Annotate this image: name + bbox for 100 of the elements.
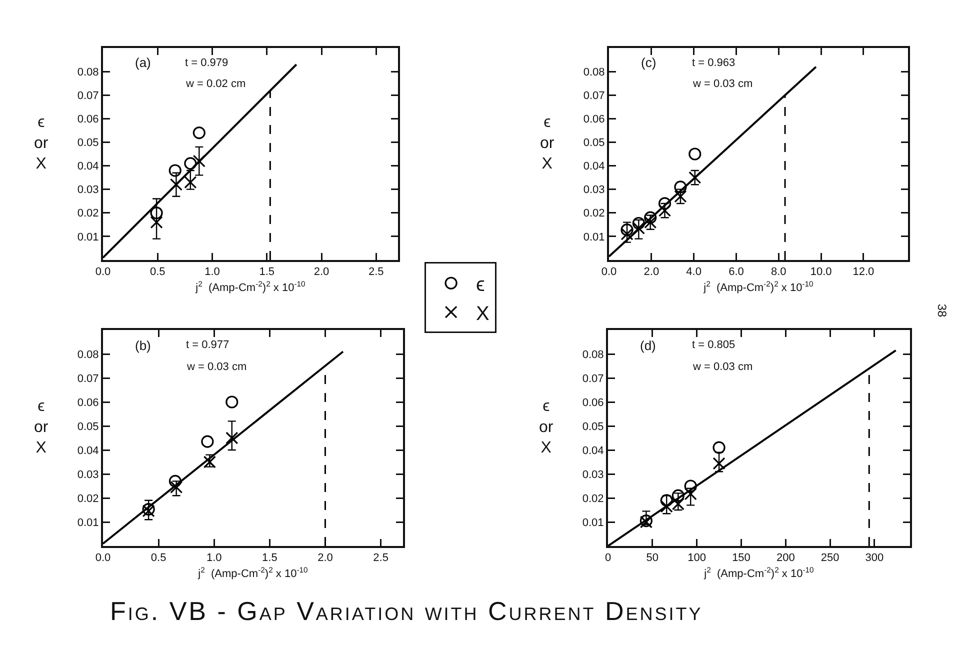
point	[658, 197, 672, 210]
point	[168, 474, 182, 488]
legend-label: X	[476, 302, 490, 325]
y-tick-label: 0.02	[583, 208, 605, 220]
y-tick-label: 0.05	[77, 137, 99, 150]
x-tick-label: 2.0	[318, 552, 333, 564]
annotation: (d)	[640, 338, 656, 353]
x-tick-label: 0.5	[150, 552, 166, 564]
y-tick-label: 0.05	[582, 420, 604, 433]
y-tick-label: 0.04	[77, 444, 99, 457]
y-tick-label: 0.03	[583, 184, 605, 196]
y-tick-label: 0.07	[582, 372, 604, 385]
y-tick-label: 0.04	[582, 444, 604, 457]
x-tick-label: 1.5	[262, 552, 278, 564]
x-tick-label: 1.0	[204, 266, 220, 278]
point	[660, 494, 673, 507]
point	[150, 206, 163, 220]
y-tick-label: 0.03	[77, 468, 99, 481]
y-tick-label: 0.05	[583, 137, 605, 150]
x-tick-label: 50	[646, 552, 659, 564]
annotation: w = 0.03 cm	[692, 361, 753, 373]
annotation: t = 0.805	[692, 339, 736, 351]
x-tick-label: 12.0	[852, 266, 874, 278]
point	[184, 157, 197, 170]
annotation: t = 0.979	[185, 57, 228, 69]
point	[672, 489, 684, 502]
annotation: (b)	[135, 338, 151, 353]
point	[674, 180, 687, 194]
point	[688, 148, 702, 160]
y-axis-title: ϵ or X	[540, 114, 555, 173]
y-tick-label: 0.03	[77, 184, 99, 196]
point	[150, 216, 163, 229]
annotation: w = 0.02 cm	[185, 78, 246, 90]
point	[632, 216, 645, 230]
x-tick-label: 100	[688, 552, 706, 564]
text: 38	[934, 304, 949, 318]
y-tick-label: 0.07	[77, 90, 99, 102]
y-tick-label: 0.08	[582, 348, 604, 361]
point	[168, 164, 182, 177]
x-tick-label: 0.5	[150, 266, 166, 278]
annotation: t = 0.963	[692, 57, 736, 69]
y-tick-label: 0.01	[77, 231, 99, 244]
y-tick-label: 0.05	[77, 420, 99, 433]
x-tick-label: 200	[776, 552, 795, 564]
point	[684, 480, 697, 492]
y-tick-label: 0.01	[77, 516, 99, 529]
x-axis-title: j$^{2}$ (Amp-Cm$^{-2}$)$^{2}$ x 10$^{-10}$	[703, 565, 814, 580]
point	[170, 480, 183, 494]
point	[620, 224, 634, 236]
text: Fig. VB - Gap Variation with Current Density	[110, 596, 703, 627]
x-tick-label: 300	[865, 552, 884, 564]
point	[226, 432, 238, 444]
x-tick-label: 1.5	[259, 266, 275, 278]
x-tick-label: 0	[604, 552, 612, 564]
x-tick-label: 2.5	[368, 266, 384, 278]
x-tick-label: 2.0	[314, 266, 330, 278]
y-tick-label: 0.02	[77, 492, 99, 505]
y-tick-label: 0.04	[77, 160, 99, 173]
annotation: w = 0.03 cm	[692, 78, 753, 90]
x-tick-label: 0.0	[601, 266, 617, 278]
x-tick-label: 150	[732, 552, 750, 564]
y-tick-label: 0.03	[582, 468, 604, 481]
x-tick-label: 8.0	[771, 266, 786, 278]
y-tick-label: 0.04	[583, 160, 605, 173]
y-tick-label: 0.02	[77, 208, 99, 220]
point	[201, 435, 214, 448]
x-tick-label: 10.0	[810, 266, 832, 278]
y-tick-label: 0.08	[77, 348, 99, 361]
x-tick-label: 2.0	[644, 266, 660, 278]
x-tick-label: 0.0	[95, 552, 111, 564]
legend-label: ϵ	[476, 274, 486, 296]
x-tick-label: 6.0	[728, 266, 744, 278]
point	[644, 211, 657, 224]
annotation: (c)	[641, 55, 656, 70]
x-tick-label: 4.0	[686, 266, 702, 278]
y-tick-label: 0.06	[77, 396, 99, 409]
y-tick-label: 0.01	[582, 516, 604, 529]
x-axis-title: j$^{2}$ (Amp-Cm$^{-2}$)$^{2}$ x 10$^{-10}$	[197, 565, 308, 580]
annotation: (a)	[135, 55, 151, 70]
annotation: w = 0.03 cm	[186, 361, 247, 373]
y-tick-label: 0.06	[583, 114, 605, 126]
point	[192, 126, 206, 140]
point	[632, 222, 645, 234]
y-tick-label: 0.07	[77, 372, 99, 385]
y-axis-title: ϵ or X	[34, 398, 49, 457]
x-tick-label: 1.0	[206, 552, 222, 564]
x-axis-title: j$^{2}$ (Amp-Cm$^{-2}$)$^{2}$ x 10$^{-10}$	[702, 279, 814, 294]
y-tick-label: 0.06	[77, 114, 99, 126]
y-tick-label: 0.07	[583, 90, 605, 102]
y-axis-title: ϵ or X	[539, 398, 554, 457]
x-tick-label: 250	[820, 552, 840, 564]
y-tick-label: 0.01	[583, 231, 605, 244]
y-tick-label: 0.06	[582, 396, 604, 409]
annotation: t = 0.977	[186, 339, 230, 351]
y-tick-label: 0.08	[77, 66, 99, 78]
y-axis-title: ϵ or X	[34, 114, 49, 173]
x-axis-title: j$^{2}$ (Amp-Cm$^{-2}$)$^{2}$ x 10$^{-10}$	[194, 279, 306, 294]
x-tick-label: 2.5	[373, 552, 388, 564]
point	[226, 396, 238, 408]
point	[712, 441, 726, 454]
